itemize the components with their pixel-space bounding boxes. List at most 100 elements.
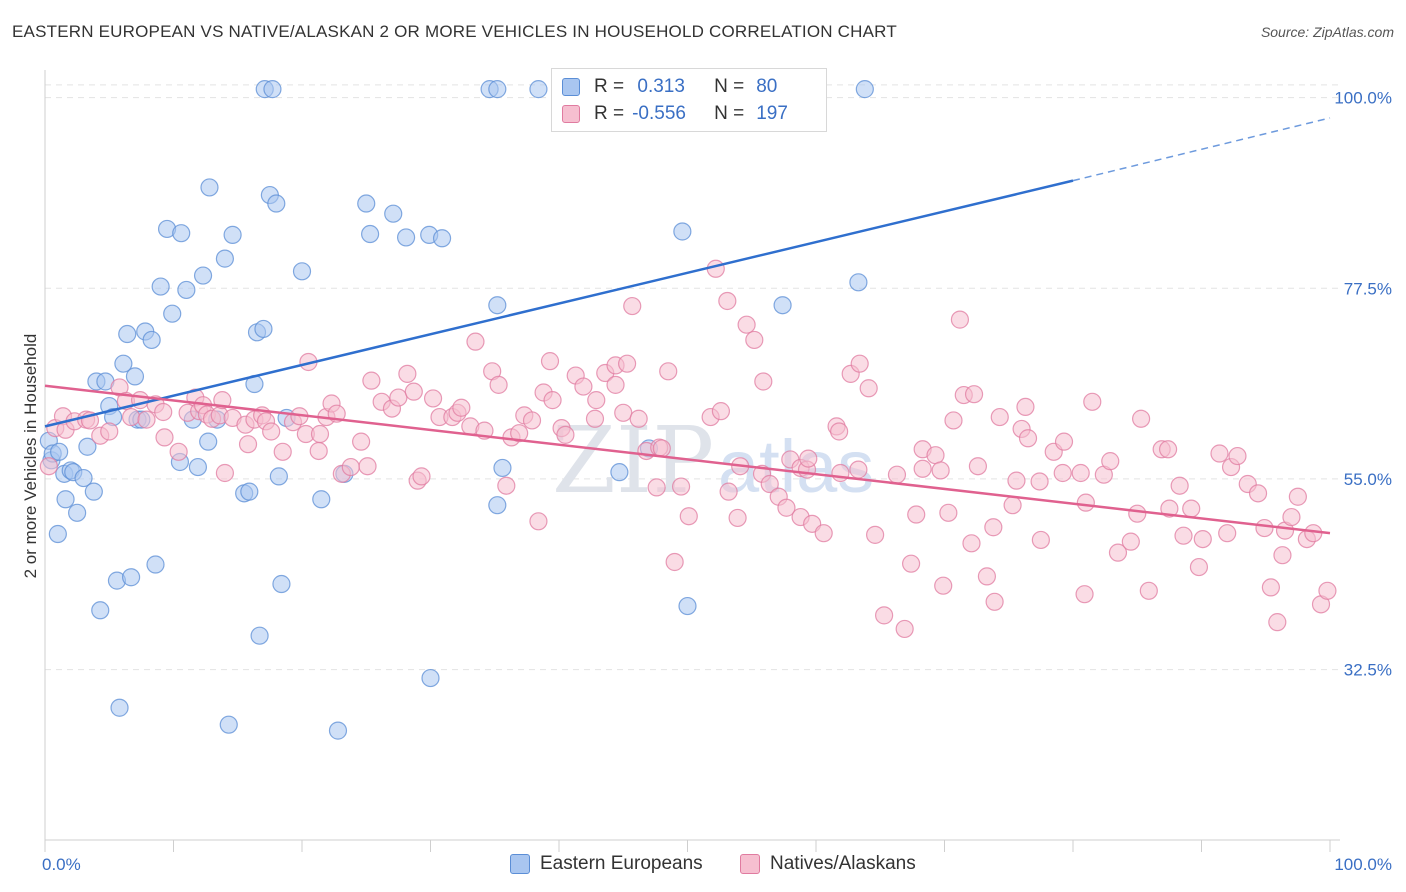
data-point — [574, 377, 593, 396]
data-point — [489, 375, 508, 394]
data-point — [1132, 409, 1151, 428]
data-point — [760, 474, 779, 494]
data-point — [352, 432, 371, 451]
data-point — [706, 259, 725, 278]
data-point — [193, 266, 213, 285]
data-point — [254, 319, 273, 339]
data-point — [1248, 484, 1268, 503]
data-point — [529, 80, 548, 99]
data-point — [799, 449, 818, 468]
data-point — [540, 352, 560, 371]
data-point — [488, 496, 507, 515]
data-point — [1182, 499, 1201, 518]
x-tick-label: 0.0% — [42, 855, 81, 874]
data-point — [1071, 463, 1090, 483]
data-point — [652, 439, 671, 458]
axis-ticks: 100.0% 77.5% 55.0% 32.5% 0.0% 100.0% — [42, 89, 1392, 874]
legend-box: R = 0.313 N = 80 R = -0.556 N = 197 — [551, 68, 827, 132]
data-point — [754, 372, 773, 391]
data-point — [48, 524, 67, 544]
data-point — [110, 698, 129, 717]
y-axis-label: 2 or more Vehicles in Household — [21, 334, 40, 579]
data-point — [585, 409, 605, 428]
data-point — [939, 503, 958, 522]
data-point — [814, 524, 833, 543]
data-point — [68, 503, 87, 522]
data-point — [223, 225, 242, 244]
data-point — [137, 410, 156, 429]
data-point — [1210, 444, 1229, 463]
bottom-legend-label: Eastern Europeans — [540, 853, 703, 874]
data-point — [1193, 529, 1212, 549]
data-point — [398, 364, 417, 383]
data-point — [510, 424, 529, 443]
data-point — [1053, 463, 1072, 483]
data-point — [215, 249, 234, 268]
data-point — [452, 398, 471, 417]
data-point — [855, 80, 874, 99]
data-point — [155, 428, 174, 447]
legend-swatch-blue — [562, 78, 580, 96]
data-point — [849, 273, 868, 292]
data-point — [312, 490, 331, 509]
trend-line-natives — [44, 384, 1331, 535]
data-point — [831, 463, 850, 483]
trend-lines — [44, 117, 1331, 535]
data-point — [737, 315, 756, 334]
data-point — [1083, 392, 1102, 411]
data-point — [238, 435, 258, 454]
data-point — [151, 277, 170, 296]
data-point — [647, 478, 666, 497]
x-tick-label: 100.0% — [1334, 855, 1392, 874]
data-point — [362, 371, 381, 390]
legend-r-label: R = — [594, 103, 625, 124]
data-point — [273, 442, 292, 461]
data-point — [1160, 499, 1179, 518]
data-point — [146, 555, 165, 574]
data-point — [1076, 493, 1095, 512]
data-point — [1108, 543, 1128, 562]
data-point — [977, 567, 997, 586]
data-point — [357, 194, 376, 213]
data-point — [1255, 518, 1274, 538]
trend-line-eastern — [44, 179, 1074, 428]
data-point — [629, 409, 648, 428]
data-point — [1139, 581, 1158, 600]
data-point — [361, 224, 380, 244]
data-point — [1128, 504, 1147, 523]
data-point — [389, 388, 408, 407]
data-point — [309, 441, 328, 461]
data-point — [866, 525, 885, 544]
data-point — [1318, 581, 1337, 600]
data-point — [1273, 546, 1292, 565]
data-point — [671, 477, 691, 496]
data-point — [310, 424, 330, 444]
data-point — [50, 442, 69, 461]
data-point — [114, 354, 133, 373]
data-point — [678, 596, 697, 616]
data-point — [358, 457, 377, 476]
data-point — [745, 330, 764, 350]
data-point — [488, 80, 507, 99]
data-point — [830, 422, 849, 441]
data-point — [39, 457, 58, 476]
data-point — [887, 465, 907, 484]
data-point — [250, 626, 269, 645]
data-point — [163, 304, 182, 323]
data-point — [1288, 487, 1307, 506]
data-point — [488, 296, 507, 315]
bottom-legend-label: Natives/Alaskans — [770, 853, 916, 874]
data-point — [1054, 432, 1074, 451]
data-point — [679, 507, 698, 526]
data-point — [907, 505, 926, 524]
data-point — [269, 467, 288, 486]
data-point — [1018, 429, 1038, 448]
legend-row-natives: R = -0.556 N = 197 — [562, 102, 788, 126]
legend-n-label: N = — [714, 76, 745, 97]
bottom-legend-swatch-pink — [740, 854, 760, 874]
bottom-legend-eastern: Eastern Europeans — [510, 852, 703, 876]
data-point — [169, 442, 188, 461]
legend-n-value: 80 — [756, 76, 778, 97]
data-point — [529, 512, 548, 531]
legend-row-eastern: R = 0.313 N = 80 — [562, 75, 777, 99]
